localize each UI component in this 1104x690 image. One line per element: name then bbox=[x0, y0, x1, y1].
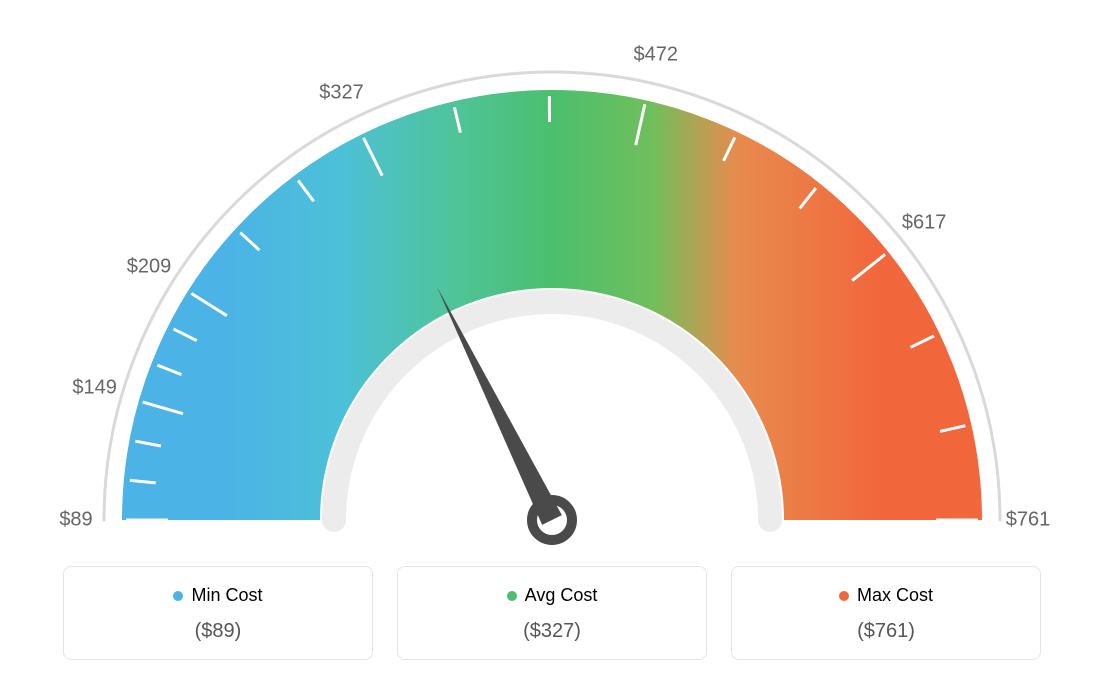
gauge-tick-label: $89 bbox=[59, 509, 92, 532]
gauge-svg bbox=[0, 0, 1104, 560]
legend-title-avg: Avg Cost bbox=[507, 585, 598, 606]
legend-card-min: Min Cost ($89) bbox=[63, 566, 373, 660]
legend-title-max: Max Cost bbox=[839, 585, 933, 606]
legend-card-avg: Avg Cost ($327) bbox=[397, 566, 707, 660]
legend-title-min: Min Cost bbox=[173, 585, 262, 606]
gauge-tick-label: $209 bbox=[127, 255, 172, 278]
gauge-tick-label: $617 bbox=[902, 212, 947, 235]
gauge-tick-label: $149 bbox=[72, 377, 117, 400]
legend-value-min: ($89) bbox=[74, 620, 362, 643]
cost-gauge: $89 $149 $209 $327 $472 $617 $761 bbox=[0, 0, 1104, 560]
legend-label-avg: Avg Cost bbox=[525, 585, 598, 606]
legend-card-max: Max Cost ($761) bbox=[731, 566, 1041, 660]
legend-label-max: Max Cost bbox=[857, 585, 933, 606]
gauge-tick-label: $472 bbox=[633, 44, 678, 67]
legend-row: Min Cost ($89) Avg Cost ($327) Max Cost … bbox=[0, 566, 1104, 660]
legend-dot-min bbox=[173, 591, 183, 601]
legend-value-max: ($761) bbox=[742, 620, 1030, 643]
legend-dot-avg bbox=[507, 591, 517, 601]
legend-label-min: Min Cost bbox=[191, 585, 262, 606]
legend-value-avg: ($327) bbox=[408, 620, 696, 643]
gauge-tick-label: $327 bbox=[319, 82, 364, 105]
legend-dot-max bbox=[839, 591, 849, 601]
gauge-tick-label: $761 bbox=[1006, 509, 1051, 532]
